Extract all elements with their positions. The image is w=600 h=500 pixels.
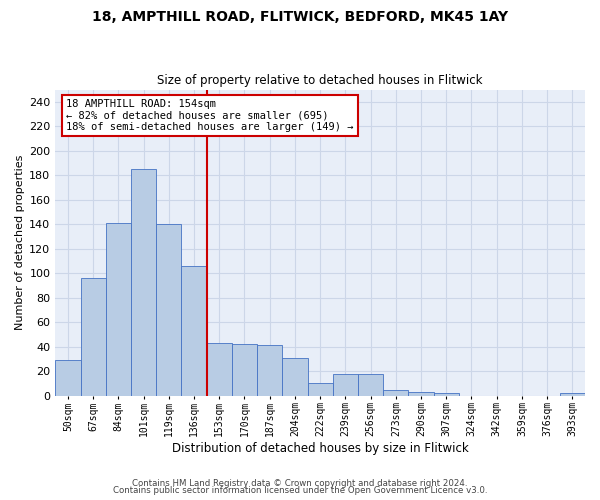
Bar bbox=[308, 384, 333, 396]
Text: 18 AMPTHILL ROAD: 154sqm
← 82% of detached houses are smaller (695)
18% of semi-: 18 AMPTHILL ROAD: 154sqm ← 82% of detach… bbox=[66, 98, 353, 132]
Bar bbox=[257, 346, 283, 396]
Bar bbox=[283, 358, 308, 396]
Bar bbox=[409, 392, 434, 396]
Text: Contains public sector information licensed under the Open Government Licence v3: Contains public sector information licen… bbox=[113, 486, 487, 495]
Bar bbox=[232, 344, 257, 396]
Bar bbox=[206, 343, 232, 396]
Bar bbox=[434, 393, 459, 396]
Bar bbox=[131, 169, 156, 396]
Bar bbox=[181, 266, 206, 396]
Bar bbox=[560, 393, 585, 396]
Text: Contains HM Land Registry data © Crown copyright and database right 2024.: Contains HM Land Registry data © Crown c… bbox=[132, 478, 468, 488]
Bar bbox=[80, 278, 106, 396]
Title: Size of property relative to detached houses in Flitwick: Size of property relative to detached ho… bbox=[157, 74, 483, 87]
Bar bbox=[55, 360, 80, 396]
Text: 18, AMPTHILL ROAD, FLITWICK, BEDFORD, MK45 1AY: 18, AMPTHILL ROAD, FLITWICK, BEDFORD, MK… bbox=[92, 10, 508, 24]
Bar bbox=[106, 223, 131, 396]
Y-axis label: Number of detached properties: Number of detached properties bbox=[15, 155, 25, 330]
Bar bbox=[383, 390, 409, 396]
Bar bbox=[358, 374, 383, 396]
X-axis label: Distribution of detached houses by size in Flitwick: Distribution of detached houses by size … bbox=[172, 442, 469, 455]
Bar bbox=[156, 224, 181, 396]
Bar bbox=[333, 374, 358, 396]
